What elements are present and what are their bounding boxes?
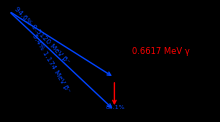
Text: 0.6617 MeV γ: 0.6617 MeV γ <box>132 47 190 56</box>
Text: 94.6% 0.5120 MeV β⁻: 94.6% 0.5120 MeV β⁻ <box>13 6 71 65</box>
Text: 85.1%: 85.1% <box>106 106 125 111</box>
Text: 5.4% 1.174 MeV β⁻: 5.4% 1.174 MeV β⁻ <box>31 33 71 94</box>
